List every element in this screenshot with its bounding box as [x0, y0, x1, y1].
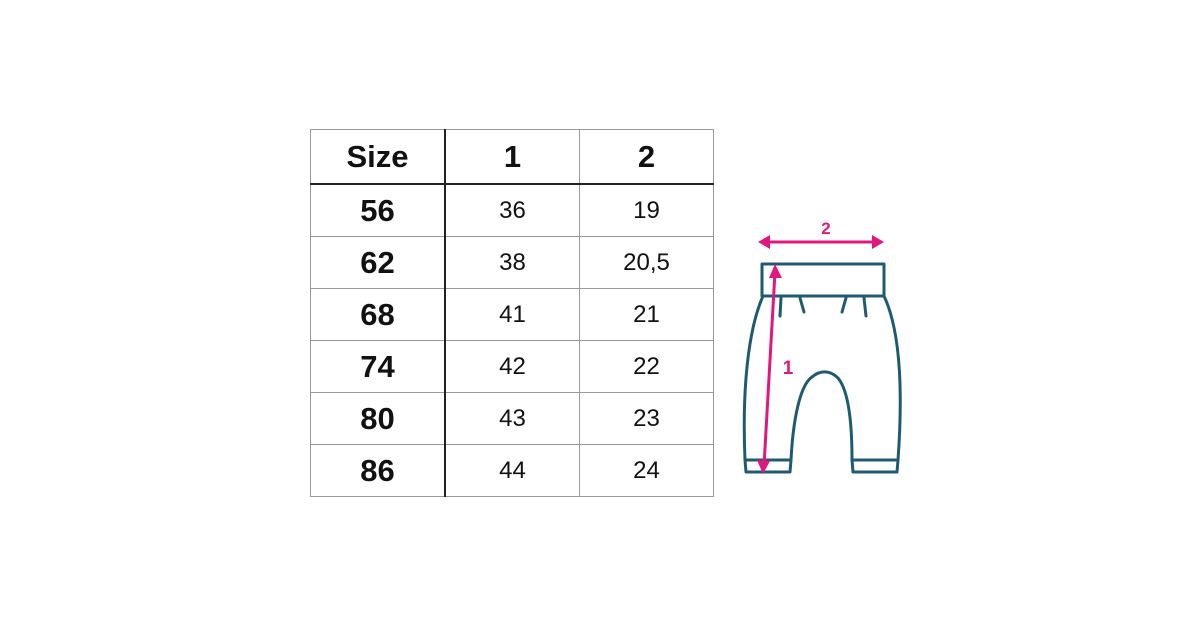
measure-2-cell: 23	[579, 392, 714, 445]
measure-2-cell: 20,5	[579, 236, 714, 289]
table-row: 74 42 22	[310, 340, 714, 393]
size-cell: 74	[310, 340, 446, 393]
pants-outline	[742, 294, 902, 462]
size-cell: 62	[310, 236, 446, 289]
right-cuff	[850, 458, 900, 474]
table-header-row: Size 1 2	[310, 129, 714, 185]
measure-1-cell: 41	[444, 288, 580, 341]
table-row: 56 36 19	[310, 183, 714, 237]
measure-1-cell: 44	[444, 444, 580, 497]
measure-2-cell: 19	[579, 183, 714, 237]
arrow-head-top	[769, 264, 782, 278]
table-row: 80 43 23	[310, 392, 714, 445]
measure-2-cell: 24	[579, 444, 714, 497]
left-cuff	[743, 458, 793, 474]
length-arrow	[762, 271, 777, 467]
arrow-head-right	[872, 235, 884, 249]
table-row: 62 38 20,5	[310, 236, 714, 289]
header-measure-1: 1	[444, 129, 580, 185]
measure-1-cell: 43	[444, 392, 580, 445]
size-table: Size 1 2 56 36 19 62 38 20,5 68 41 21 74 42 22 80 43 2…	[310, 129, 714, 497]
arrow-head-left	[758, 235, 770, 249]
size-cell: 86	[310, 444, 446, 497]
arrow-head-bottom	[757, 460, 770, 474]
length-label: 1	[783, 358, 794, 379]
measure-1-cell: 36	[444, 183, 580, 237]
width-label: 2	[821, 219, 830, 238]
measure-2-cell: 21	[579, 288, 714, 341]
header-measure-2: 2	[579, 129, 714, 185]
waistband	[760, 262, 886, 298]
table-row: 86 44 24	[310, 444, 714, 497]
table-row: 68 41 21	[310, 288, 714, 341]
pleats	[778, 296, 868, 318]
measure-2-cell: 22	[579, 340, 714, 393]
header-size: Size	[310, 129, 446, 185]
